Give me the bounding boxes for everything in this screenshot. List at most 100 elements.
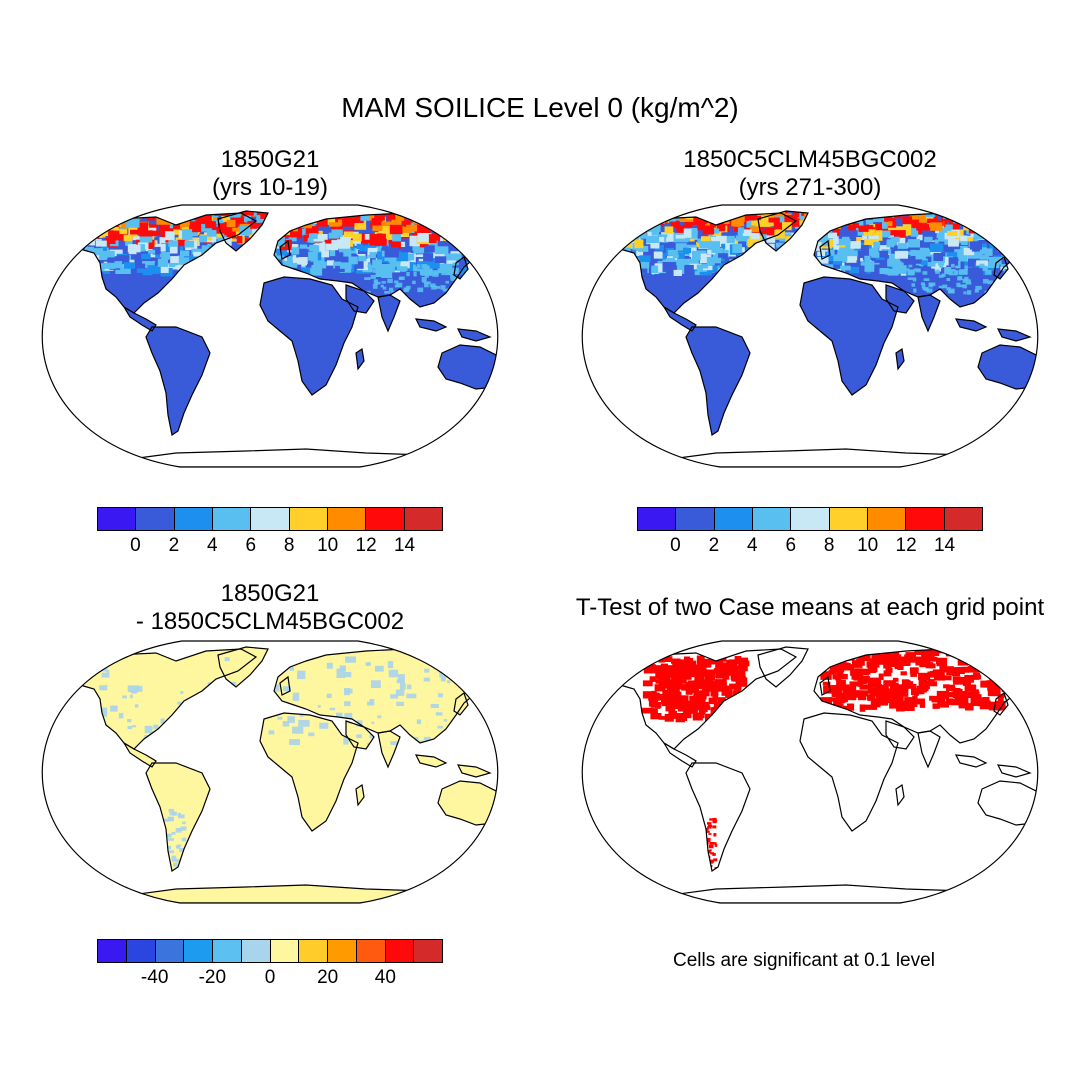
land-madagascar bbox=[356, 349, 364, 369]
colorbar-swatch-9 bbox=[356, 940, 386, 962]
coastline-indonesia bbox=[414, 754, 448, 768]
figure-title: MAM SOILICE Level 0 (kg/m^2) bbox=[341, 92, 739, 123]
colorbar-swatch-8 bbox=[328, 940, 357, 962]
coastline-antarctica bbox=[114, 884, 458, 903]
map-frame bbox=[581, 204, 1039, 468]
colorbar-tick-label: -20 bbox=[198, 967, 227, 988]
coastline-eurasia bbox=[813, 212, 1038, 308]
coastline-eurasia bbox=[273, 648, 498, 744]
colorbar-case2 bbox=[637, 507, 983, 531]
coastline-new-zealand bbox=[1052, 829, 1064, 847]
colorbar-swatch-1 bbox=[136, 508, 175, 530]
colorbar-tick-label: 10 bbox=[317, 535, 339, 556]
colorbar-swatch-7 bbox=[906, 508, 945, 530]
coastline-south-america bbox=[685, 762, 751, 872]
colorbar-swatch-5 bbox=[241, 940, 271, 962]
coastline-indonesia bbox=[954, 318, 988, 332]
coastline-antarctica bbox=[114, 448, 458, 467]
panel-title-case1: 1850G21 (yrs 10-19) bbox=[60, 146, 480, 202]
significance-note: Cells are significant at 0.1 level bbox=[673, 950, 935, 971]
coastline-new-guinea bbox=[456, 764, 492, 778]
panel-title-line2: (yrs 10-19) bbox=[211, 174, 329, 201]
colorbar-swatch-6 bbox=[867, 508, 907, 530]
coastline-madagascar bbox=[355, 347, 365, 371]
map-frame bbox=[41, 204, 499, 468]
colorbar-tick-label: 6 bbox=[785, 535, 797, 556]
coastline-eurasia bbox=[813, 648, 1038, 744]
land-india bbox=[918, 295, 940, 331]
colorbar-labels-diff: -40 -20 0 20 40 bbox=[97, 967, 443, 991]
land-australia bbox=[978, 345, 1038, 389]
colorbar-tick-label: 0 bbox=[130, 535, 141, 556]
coastline-japan bbox=[453, 692, 469, 716]
map-frame bbox=[581, 640, 1039, 904]
colorbar-tick-label: 12 bbox=[355, 535, 377, 556]
coastline-north-america bbox=[604, 212, 798, 314]
land-south-america bbox=[686, 327, 750, 435]
colorbar-tick-label: 14 bbox=[933, 535, 956, 556]
colorbar-swatch-2 bbox=[174, 508, 213, 530]
land-central-america bbox=[664, 307, 696, 331]
colorbar-swatch-8 bbox=[404, 508, 442, 530]
colorbar-case1 bbox=[97, 507, 443, 531]
colorbar-tick-label: 8 bbox=[283, 535, 295, 556]
colorbar-swatch-7 bbox=[299, 940, 328, 962]
colorbar-swatch-1 bbox=[126, 940, 156, 962]
colorbar-swatch-2 bbox=[714, 508, 753, 530]
land-new-zealand bbox=[512, 829, 524, 847]
colorbar-swatch-8 bbox=[944, 508, 982, 530]
panel-title-line1: T-Test of two Case means at each grid po… bbox=[575, 594, 1045, 621]
coastline-south-america bbox=[685, 326, 751, 436]
coastline-new-zealand bbox=[512, 829, 524, 847]
land-india bbox=[378, 295, 400, 331]
land-africa bbox=[260, 277, 358, 395]
map-case2 bbox=[581, 204, 1064, 468]
colorbar-swatch-0 bbox=[638, 508, 677, 530]
land-madagascar bbox=[896, 349, 904, 369]
colorbar-swatch-4 bbox=[791, 508, 830, 530]
coastline-india bbox=[377, 730, 401, 769]
coastline-arabia bbox=[885, 284, 915, 314]
colorbar-tick-label: -40 bbox=[140, 967, 169, 988]
colorbar-tick-label: 14 bbox=[393, 535, 416, 556]
coastline-uk bbox=[279, 239, 291, 260]
colorbar-swatch-6 bbox=[327, 508, 367, 530]
coastline-new-zealand bbox=[512, 393, 524, 411]
coastline-japan bbox=[993, 692, 1009, 716]
coastline-new-guinea bbox=[996, 764, 1032, 778]
panel-title-line1: 1850C5CLM45BGC002 bbox=[683, 146, 937, 173]
land-indonesia bbox=[956, 755, 986, 767]
coastline-greenland bbox=[217, 210, 269, 252]
coastline-madagascar bbox=[355, 783, 365, 807]
coastline-central-america bbox=[663, 306, 697, 332]
colorbar-tick-label: 0 bbox=[264, 967, 276, 988]
land-australia bbox=[438, 345, 498, 389]
coastline-india bbox=[917, 294, 941, 333]
map-case1 bbox=[41, 204, 524, 468]
colorbar-labels-case1: 0 2 4 6 8 10 12 14 bbox=[97, 535, 443, 559]
colorbar-swatch-2 bbox=[155, 940, 185, 962]
coastline-uk bbox=[819, 675, 831, 696]
land-australia bbox=[438, 781, 498, 825]
colorbar-tick-label: 40 bbox=[374, 967, 396, 988]
colorbar-swatch-0 bbox=[98, 940, 127, 962]
coastline-greenland bbox=[217, 646, 269, 688]
panel-title-diff: 1850G21 - 1850C5CLM45BGC002 bbox=[60, 580, 480, 636]
land-north-america bbox=[66, 649, 256, 749]
colorbar-swatch-4 bbox=[213, 940, 242, 962]
colorbar-swatch-0 bbox=[98, 508, 137, 530]
coastline-india bbox=[377, 294, 401, 333]
coastline-south-america bbox=[145, 326, 211, 436]
coastline-africa bbox=[799, 712, 899, 832]
colorbar-tick-label: 20 bbox=[317, 967, 339, 988]
panel-title-line1: 1850G21 bbox=[220, 580, 320, 607]
coastline-north-america bbox=[64, 648, 258, 750]
coastline-north-america bbox=[64, 212, 258, 314]
coastline-central-america bbox=[123, 306, 157, 332]
colorbar-diff bbox=[97, 939, 443, 963]
coastline-japan bbox=[993, 256, 1009, 280]
land-indonesia bbox=[416, 755, 446, 767]
land-new-zealand bbox=[1052, 393, 1064, 411]
coastline-uk bbox=[279, 675, 291, 696]
colorbar-swatch-4 bbox=[251, 508, 290, 530]
